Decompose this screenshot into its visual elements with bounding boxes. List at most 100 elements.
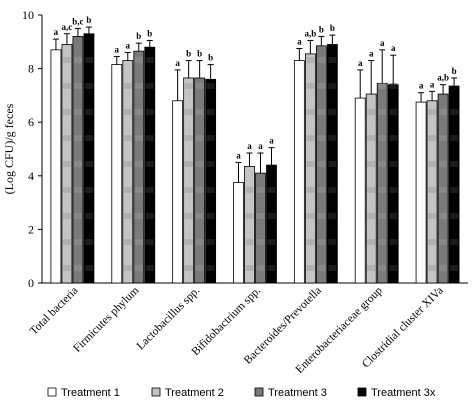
bar-band <box>256 187 265 193</box>
y-tick-label: 4 <box>28 169 34 183</box>
bar-band <box>145 213 154 219</box>
bar-band <box>317 109 326 115</box>
bar-band <box>267 239 276 245</box>
bar-band <box>428 161 437 167</box>
bar-band <box>317 161 326 167</box>
bar-band <box>184 135 193 141</box>
bar-band <box>328 265 337 271</box>
bar-band <box>428 213 437 219</box>
bar-band <box>450 187 459 193</box>
bar-1 <box>293 60 305 284</box>
bar-band <box>428 239 437 245</box>
significance-label: a <box>126 41 131 51</box>
bar-band <box>134 83 143 89</box>
bar-4 <box>448 85 460 284</box>
bar-band <box>195 135 204 141</box>
legend-swatch <box>254 387 264 397</box>
bar-band <box>195 109 204 115</box>
bar-band <box>306 239 315 245</box>
bar-band <box>62 187 71 193</box>
bar-band <box>62 83 71 89</box>
legend-swatch <box>357 387 367 397</box>
bar-band <box>328 57 337 63</box>
bar-band <box>450 135 459 141</box>
bar-band <box>206 239 215 245</box>
x-tick-label: Total bacteria <box>28 285 81 338</box>
bar-band <box>389 109 398 115</box>
bar-band <box>123 135 132 141</box>
bar-band <box>73 161 82 167</box>
bar-band <box>73 187 82 193</box>
bar-band <box>306 187 315 193</box>
bar-band <box>134 187 143 193</box>
legend-label: Treatment 3 <box>268 387 327 399</box>
bar-band <box>317 135 326 141</box>
significance-label: a <box>247 141 252 151</box>
bar-band <box>195 213 204 219</box>
bar-band <box>328 213 337 219</box>
bar-band <box>389 265 398 271</box>
bar-band <box>184 239 193 245</box>
x-tick-label: Lactobacillus spp. <box>135 285 203 353</box>
bar-band <box>123 109 132 115</box>
bar-band <box>306 83 315 89</box>
bar-band <box>73 109 82 115</box>
bar-band <box>378 239 387 245</box>
bar-band <box>367 161 376 167</box>
bar-band <box>73 239 82 245</box>
bar-band <box>62 213 71 219</box>
bar-band <box>195 239 204 245</box>
bar-band <box>123 265 132 271</box>
y-tick-label: 10 <box>22 8 34 22</box>
bar-2 <box>122 60 134 284</box>
bar-band <box>145 57 154 63</box>
bar-band <box>389 239 398 245</box>
bar-band <box>328 135 337 141</box>
bar-band <box>73 265 82 271</box>
significance-label: a,b <box>437 73 449 83</box>
bar-band <box>306 109 315 115</box>
bar-band <box>145 265 154 271</box>
bar-band <box>84 187 93 193</box>
bar-band <box>84 161 93 167</box>
bar-band <box>84 57 93 63</box>
bar-band <box>245 187 254 193</box>
bar-band <box>428 187 437 193</box>
bar-band <box>62 265 71 271</box>
legend-swatch <box>151 387 161 397</box>
significance-label: a,c <box>62 22 73 32</box>
bar-band <box>134 239 143 245</box>
y-tick-label: 0 <box>28 276 34 290</box>
bar-band <box>317 57 326 63</box>
bar-band <box>378 265 387 271</box>
bar-band <box>206 187 215 193</box>
bar-3 <box>72 36 84 284</box>
legend-label: Treatment 3x <box>371 387 436 399</box>
bar-band <box>428 135 437 141</box>
bar-band <box>145 135 154 141</box>
bar-band <box>123 161 132 167</box>
bar-band <box>367 109 376 115</box>
bar-band <box>450 239 459 245</box>
bar-band <box>134 135 143 141</box>
bar-band <box>367 265 376 271</box>
bar-band <box>378 135 387 141</box>
bar-band <box>195 161 204 167</box>
bar-band <box>206 161 215 167</box>
bar-band <box>206 213 215 219</box>
bar-band <box>317 239 326 245</box>
bar-band <box>73 213 82 219</box>
bar-3 <box>194 77 206 284</box>
bar-band <box>62 135 71 141</box>
bar-band <box>306 135 315 141</box>
bar-1 <box>415 101 427 284</box>
bar-band <box>134 213 143 219</box>
bar-band <box>306 265 315 271</box>
bar-band <box>328 161 337 167</box>
bar-band <box>206 83 215 89</box>
bar-band <box>184 265 193 271</box>
bar-band <box>145 239 154 245</box>
significance-label: b <box>208 53 213 63</box>
